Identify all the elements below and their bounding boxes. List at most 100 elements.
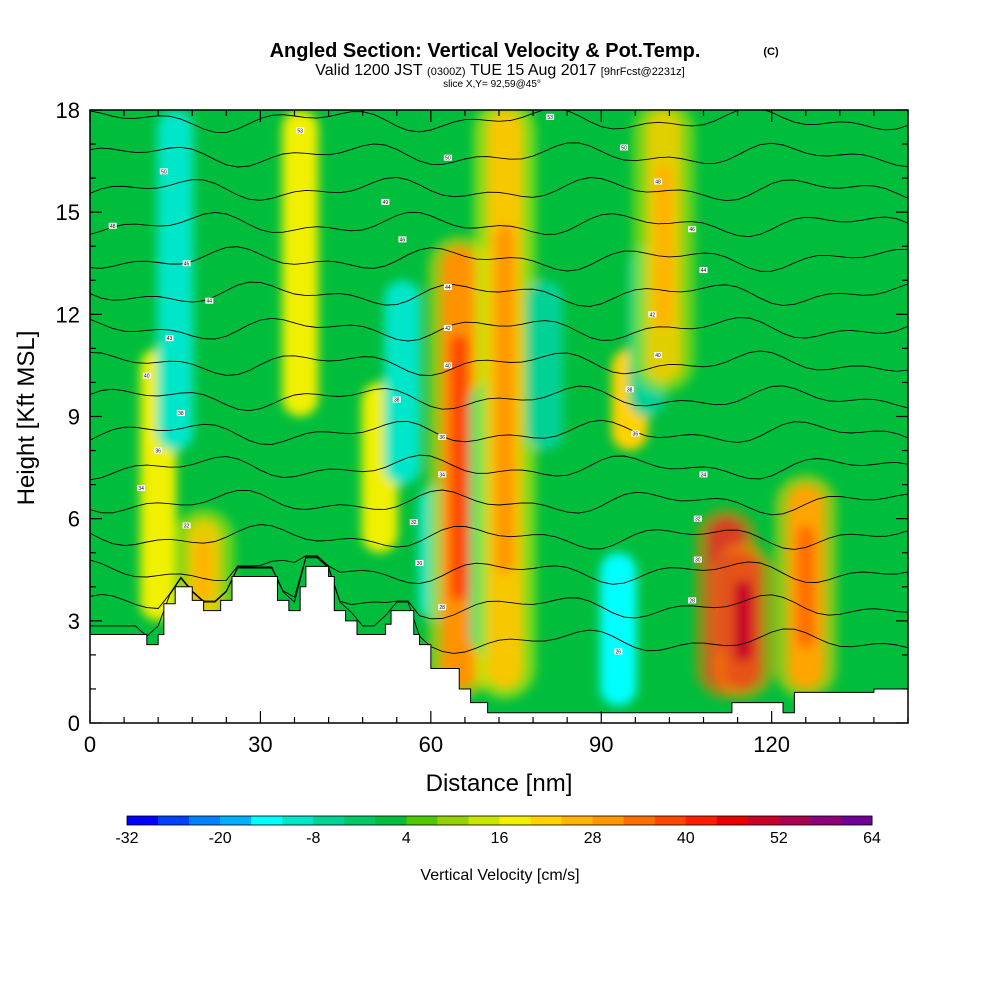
isentrope-label-box (137, 485, 146, 492)
isentrope-label-box (688, 597, 697, 604)
isentrope-label: 30 (417, 561, 423, 567)
colorbar-swatch (623, 816, 656, 825)
isentrope-line (90, 176, 908, 202)
isentrope-label: 53 (297, 128, 303, 134)
x-tick-label: 60 (419, 732, 443, 757)
isentrope-line (90, 524, 908, 550)
isentrope-label-box (415, 559, 424, 566)
colorbar-swatch (406, 816, 438, 825)
colorbar-tick-labels: -32 -20 -8 4 16 28 40 52 64 (115, 830, 881, 847)
isentrope-label: 36 (439, 435, 445, 441)
y-axis-label: Height [Kft MSL] (13, 331, 40, 506)
isentrope-label: 36 (155, 449, 161, 455)
x-tick-label: 120 (753, 732, 790, 757)
y-tick-label: 9 (68, 405, 80, 430)
colorbar-swatch (468, 816, 500, 825)
isentrope-label-box (443, 154, 452, 161)
colorbar-tick-label: -32 (115, 830, 138, 847)
isentrope-label: 44 (207, 299, 213, 305)
isentrope-label: 34 (701, 472, 707, 478)
velocity-plume (600, 552, 637, 706)
isentrope-label: 48 (110, 224, 116, 230)
isentrope-line (90, 246, 908, 272)
x-axis-ticks: 0 30 60 90 120 (84, 110, 909, 757)
potential-temperature-contours (90, 110, 908, 654)
colorbar-swatch (189, 816, 221, 825)
isentrope-label-box (296, 127, 305, 134)
velocity-plume-core (450, 334, 469, 601)
isentrope-line (90, 556, 908, 620)
isentrope-label: 28 (689, 598, 695, 604)
isentrope-line (90, 489, 908, 516)
colorbar-swatch (561, 816, 594, 825)
colorbar-swatch (282, 816, 314, 825)
isentrope-label: 42 (445, 326, 451, 332)
velocity-plume-core (796, 525, 815, 649)
colorbar-frame (126, 815, 873, 826)
isentrope-label-box (699, 267, 708, 274)
isentrope-label-box (688, 226, 697, 233)
isentrope-label-box (438, 604, 447, 611)
isentrope-label: 46 (689, 227, 695, 233)
isentrope-label-box (546, 113, 555, 120)
isentrope-label-box (699, 471, 708, 478)
isentrope-label-box (176, 410, 185, 417)
isentrope-label-box (108, 222, 117, 229)
isentrope-label-box (654, 352, 663, 359)
isentrope-label: 32 (695, 517, 701, 523)
isentrope-label-box (443, 362, 452, 369)
isentrope-label: 48 (655, 180, 661, 186)
isentrope-label: 42 (650, 312, 656, 318)
isentrope-label-box (438, 433, 447, 440)
colorbar-swatch (220, 816, 252, 825)
colorbar-swatch (251, 816, 283, 825)
colorbar-tick-label: -8 (306, 830, 320, 847)
isentrope-label-box (625, 386, 634, 393)
isentrope-label-box (614, 648, 623, 655)
isentrope-label-box (182, 522, 191, 529)
colorbar-swatch (375, 816, 407, 825)
isentrope-label: 32 (411, 520, 417, 526)
chart-title: Angled Section: Vertical Velocity & Pot.… (270, 40, 701, 62)
velocity-plume-core (194, 539, 213, 601)
isentrope-label: 43 (167, 336, 173, 342)
isentrope-label-box (409, 519, 418, 526)
isentrope-line (90, 555, 908, 585)
isentrope-label: 50 (621, 145, 627, 151)
isentrope-label-box (165, 335, 174, 342)
isentrope-label-box (381, 198, 390, 205)
colorbar-swatch (158, 816, 190, 825)
y-tick-label: 3 (68, 609, 80, 634)
isentrope-label: 34 (439, 472, 445, 478)
colorbar-swatch (685, 816, 718, 825)
isentrope-label: 36 (633, 432, 639, 438)
isentrope-label-box (154, 447, 163, 454)
velocity-plume (157, 110, 194, 451)
isentrope-label-box (159, 168, 168, 175)
colorbar-swatch (437, 816, 469, 825)
isentrope-label: 53 (547, 115, 553, 121)
isentrope-label: 30 (695, 558, 701, 564)
colorbar-swatch (716, 816, 749, 825)
isentrope-label-box (182, 260, 191, 267)
isentrope-label-box (142, 372, 151, 379)
isentrope-label: 49 (383, 200, 389, 206)
isentrope-label-box (693, 556, 702, 563)
colorbar-swatch (778, 816, 811, 825)
isentrope-label-box (648, 311, 657, 318)
isentrope-line (90, 317, 908, 342)
isentrope-label: 28 (439, 605, 445, 611)
y-tick-label: 6 (68, 507, 80, 532)
vertical-velocity-field (139, 110, 837, 706)
isentrope-line (90, 350, 908, 377)
valid-utc: (0300Z) (427, 66, 466, 78)
colorbar-swatch (654, 816, 687, 825)
colorbar-swatch (127, 816, 159, 825)
colorbar-tick-label: 52 (770, 830, 788, 847)
colorbar-tick-label: -20 (209, 830, 232, 847)
isentrope-label-box (438, 471, 447, 478)
isentrope-label-box (205, 297, 214, 304)
isentrope-label-box (693, 515, 702, 522)
isentrope-label: 46 (400, 237, 406, 243)
valid-date: TUE 15 Aug 2017 (470, 62, 596, 79)
